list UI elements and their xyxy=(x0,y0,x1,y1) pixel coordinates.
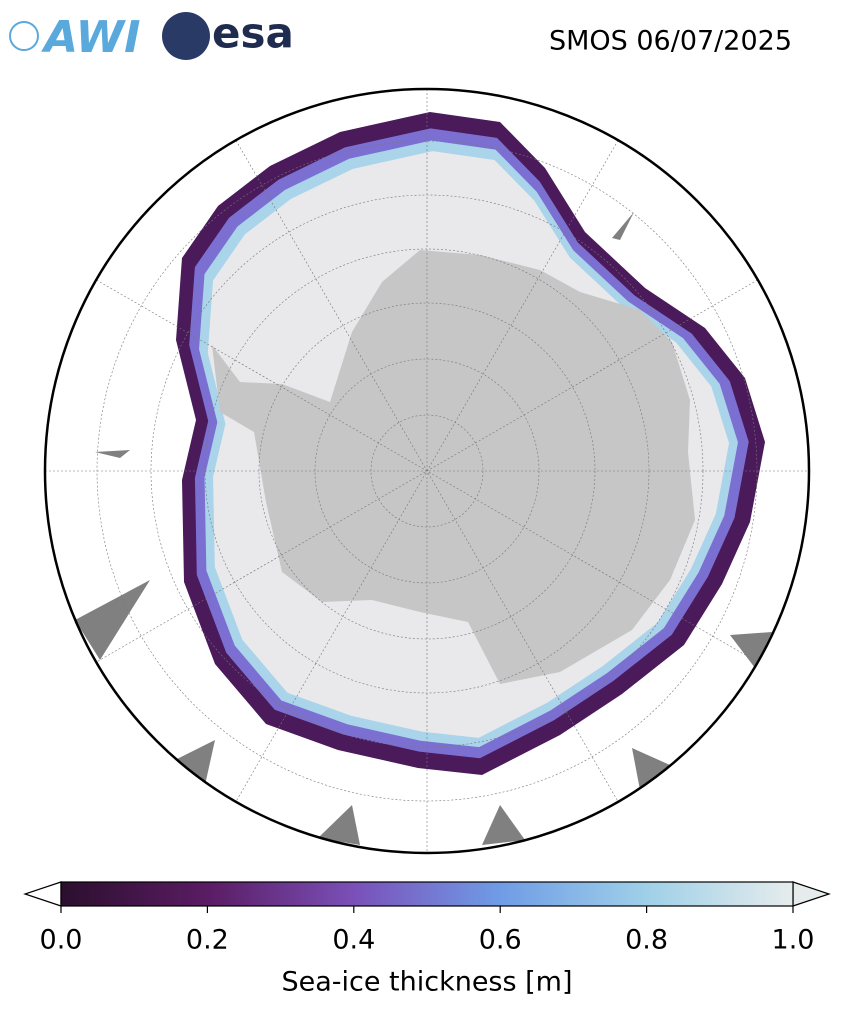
awi-globe xyxy=(9,21,39,51)
outer-land xyxy=(75,212,772,845)
colorbar-extend-high xyxy=(792,881,831,907)
esa-logo: esa xyxy=(212,9,294,58)
antarctica xyxy=(212,250,695,684)
colorbar-tick-label: 0.0 xyxy=(40,925,83,956)
colorbar-tick-label: 0.8 xyxy=(625,925,668,956)
esa-emblem xyxy=(162,12,210,60)
colorbar-ramp xyxy=(60,881,794,907)
graticule xyxy=(45,89,809,853)
colorbar-tick-label: 0.4 xyxy=(332,925,375,956)
awi-logo: AWI xyxy=(41,12,141,63)
map-frame xyxy=(43,87,811,855)
map xyxy=(45,89,809,853)
colorbar-label: Sea-ice thickness [m] xyxy=(281,967,572,998)
colorbar-tick-label: 0.6 xyxy=(479,925,522,956)
header: AWI esa SMOS 06/07/2025 xyxy=(9,9,792,63)
title: SMOS 06/07/2025 xyxy=(549,26,792,57)
colorbar: Sea-ice thickness [m] 0.0 0.2 0.4 0.6 0.8 1.0 xyxy=(23,881,831,998)
colorbar-tick-label: 0.2 xyxy=(186,925,229,956)
colorbar-tick-label: 1.0 xyxy=(772,925,815,956)
colorbar-extend-low xyxy=(23,881,62,907)
